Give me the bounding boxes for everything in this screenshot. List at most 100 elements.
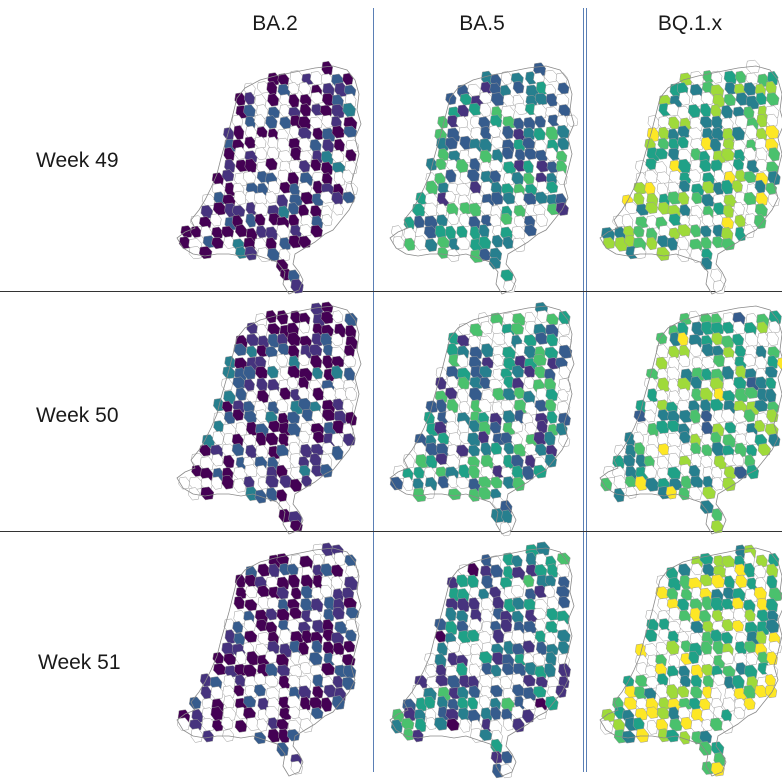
municipality-region: [701, 444, 713, 457]
municipality-region: [459, 202, 472, 215]
municipality-region: [267, 146, 280, 160]
municipality-region: [320, 563, 334, 577]
municipality-region: [424, 238, 438, 252]
municipality-region: [512, 597, 525, 611]
municipality-region: [688, 486, 702, 501]
municipality-region: [544, 453, 557, 468]
municipality-region: [634, 475, 648, 491]
municipality-region: [676, 321, 689, 337]
municipality-region: [600, 477, 613, 492]
municipality-region: [299, 696, 312, 712]
municipality-region: [311, 103, 324, 116]
municipality-region: [469, 346, 483, 360]
municipality-region: [256, 389, 270, 404]
municipality-region: [256, 464, 268, 478]
municipality-region: [722, 321, 735, 334]
municipality-region: [298, 159, 311, 173]
municipality-region: [657, 728, 670, 743]
municipality-region: [243, 619, 256, 633]
municipality-region: [232, 408, 245, 422]
municipality-region: [721, 237, 736, 251]
municipality-region: [558, 434, 571, 448]
municipality-region: [254, 202, 269, 217]
municipality-region: [456, 183, 471, 197]
municipality-region: [445, 597, 459, 611]
municipality-region: [478, 365, 493, 379]
municipality-region: [211, 453, 224, 467]
municipality-region: [267, 93, 280, 107]
municipality-region: [657, 137, 670, 151]
municipality-region: [743, 684, 757, 700]
municipality-region: [711, 477, 724, 491]
municipality-region: [514, 191, 527, 207]
municipality-region: [491, 148, 504, 164]
municipality-region: [522, 640, 536, 654]
row-label-week-51: Week 51: [38, 651, 121, 674]
municipality-region: [656, 574, 670, 589]
municipality-region: [435, 366, 448, 381]
municipality-region: [286, 411, 301, 425]
municipality-region: [765, 598, 779, 614]
netherlands-map: [599, 59, 782, 295]
municipality-region: [711, 441, 725, 457]
municipality-region: [723, 675, 735, 691]
municipality-region: [321, 542, 334, 557]
municipality-region: [332, 203, 344, 216]
municipality-region: [522, 631, 536, 644]
municipality-region: [721, 719, 734, 734]
municipality-region: [678, 563, 691, 577]
municipality-region: [557, 389, 569, 402]
municipality-region: [437, 432, 450, 446]
municipality-region: [558, 365, 571, 379]
municipality-region: [657, 467, 671, 481]
municipality-region: [401, 717, 415, 731]
municipality-region: [233, 478, 247, 493]
municipality-region: [279, 387, 292, 401]
municipality-region: [345, 629, 357, 643]
municipality-region: [722, 378, 737, 394]
municipality-region: [301, 475, 313, 488]
municipality-region: [644, 409, 656, 423]
municipality-region: [502, 476, 516, 490]
municipality-region: [731, 126, 746, 141]
municipality-region: [312, 431, 325, 444]
municipality-region: [534, 443, 548, 457]
municipality-region: [767, 355, 779, 370]
municipality-region: [489, 684, 503, 698]
municipality-region: [691, 356, 703, 370]
municipality-region: [734, 652, 748, 667]
municipality-region: [342, 72, 354, 86]
municipality-region: [492, 453, 506, 468]
municipality-region: [732, 321, 746, 335]
municipality-region: [546, 313, 559, 326]
municipality-region: [277, 598, 290, 613]
country-outline: [389, 547, 575, 777]
municipality-region: [490, 750, 504, 764]
municipality-region: [635, 216, 649, 229]
municipality-region: [624, 201, 639, 215]
municipality-region: [287, 695, 302, 711]
municipality-region: [699, 103, 712, 118]
municipality-region: [691, 586, 703, 602]
municipality-region: [511, 554, 523, 568]
municipality-region: [599, 719, 614, 735]
municipality-region: [244, 464, 258, 478]
municipality-region: [330, 365, 344, 381]
municipality-region: [255, 444, 269, 459]
municipality-region: [511, 420, 524, 433]
municipality-region: [457, 388, 469, 403]
municipality-region: [690, 620, 705, 634]
municipality-region: [624, 475, 637, 488]
municipality-region: [265, 115, 278, 129]
municipality-region: [656, 455, 669, 470]
municipality-region: [665, 485, 677, 500]
municipality-region: [246, 717, 260, 731]
municipality-region: [212, 430, 224, 446]
municipality-region: [721, 618, 734, 632]
municipality-region: [221, 642, 236, 657]
municipality-region: [288, 159, 303, 174]
municipality-region: [756, 387, 769, 403]
municipality-region: [513, 215, 526, 228]
municipality-region: [536, 541, 550, 557]
municipality-region: [469, 618, 483, 632]
